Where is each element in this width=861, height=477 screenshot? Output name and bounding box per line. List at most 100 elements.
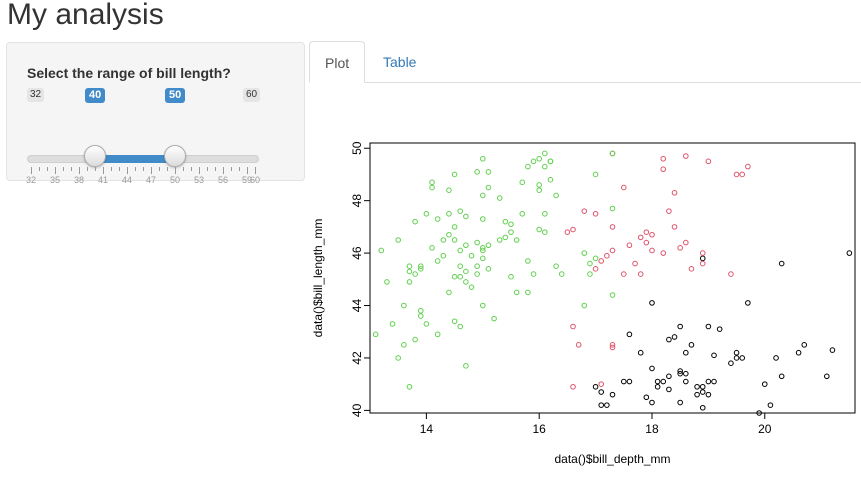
slider-to-handle[interactable]	[164, 145, 186, 167]
data-point	[434, 258, 441, 264]
y-tick-label: 40	[350, 403, 364, 417]
slider-grid-tick	[175, 167, 176, 174]
data-point	[558, 271, 565, 277]
data-point	[485, 266, 492, 272]
data-point	[491, 315, 497, 322]
data-point	[677, 368, 683, 374]
slider-grid-label: 35	[49, 175, 61, 185]
slider-to-label: 50	[165, 88, 186, 103]
data-point	[530, 271, 537, 277]
data-point	[592, 266, 599, 272]
data-point	[508, 221, 514, 228]
slider-grid-tick	[55, 167, 56, 174]
data-point	[767, 402, 774, 408]
data-point	[479, 247, 486, 254]
slider-selected-range[interactable]	[95, 155, 175, 163]
data-point	[463, 363, 469, 369]
data-point	[637, 234, 644, 241]
data-point	[683, 349, 689, 356]
data-point	[530, 158, 537, 165]
slider-grid-label: 41	[97, 175, 109, 185]
data-point	[609, 292, 616, 298]
data-point	[474, 271, 480, 277]
data-point	[384, 279, 390, 285]
data-point	[401, 302, 407, 309]
data-point	[733, 355, 740, 361]
data-point	[575, 342, 582, 348]
data-point	[542, 150, 548, 157]
data-point	[372, 331, 379, 338]
data-point	[711, 352, 717, 359]
slider-from-label: 40	[85, 88, 106, 103]
data-point	[699, 255, 706, 262]
data-point	[609, 224, 616, 230]
slider-grid-tick	[71, 167, 72, 171]
data-point	[620, 378, 627, 385]
data-point	[553, 263, 559, 270]
slider-grid-tick	[191, 167, 192, 171]
data-point	[699, 404, 706, 411]
data-point	[739, 171, 746, 178]
data-point	[423, 321, 430, 327]
data-point	[463, 268, 469, 275]
data-point	[592, 210, 599, 217]
y-tick-label: 42	[350, 351, 364, 365]
data-point	[705, 158, 712, 165]
data-point	[598, 389, 605, 395]
data-point	[378, 247, 385, 254]
data-point	[536, 155, 542, 162]
data-point	[598, 402, 605, 408]
data-point	[728, 271, 734, 277]
data-point	[604, 252, 610, 259]
data-point	[451, 237, 458, 243]
slider-grid-tick	[119, 167, 120, 171]
data-point	[429, 184, 435, 191]
data-point	[705, 391, 712, 398]
data-point	[417, 266, 424, 272]
data-point	[592, 255, 599, 262]
data-point	[446, 289, 452, 296]
data-point	[677, 323, 683, 330]
slider-min-label: 32	[27, 88, 45, 102]
data-point	[660, 155, 667, 162]
data-point	[564, 229, 571, 235]
data-point	[626, 378, 633, 385]
slider-grid-label: 47	[145, 175, 157, 185]
slider-grid-tick	[183, 167, 184, 171]
data-point	[733, 349, 740, 356]
data-point	[457, 323, 464, 330]
data-point	[479, 192, 486, 199]
tab-plot[interactable]: Plot	[309, 41, 366, 83]
data-point	[683, 239, 689, 246]
data-point	[666, 386, 672, 393]
data-point	[649, 300, 655, 306]
slider-grid-tick	[63, 167, 64, 171]
data-point	[745, 163, 751, 170]
data-point	[649, 231, 655, 238]
data-point	[654, 383, 661, 390]
slider-grid-tick	[111, 167, 112, 171]
slider-grid-tick	[159, 167, 160, 171]
tab-table[interactable]: Table	[383, 54, 417, 70]
slider-from-handle[interactable]	[84, 145, 106, 167]
data-point	[649, 247, 655, 254]
data-point	[643, 394, 650, 401]
data-point	[525, 163, 531, 170]
data-point	[547, 158, 554, 165]
slider-grid-tick	[39, 167, 40, 171]
data-point	[423, 210, 430, 217]
data-point	[581, 302, 588, 309]
data-point	[542, 163, 548, 170]
data-point	[587, 260, 593, 267]
data-point	[671, 190, 678, 196]
data-point	[508, 229, 514, 235]
data-point	[485, 169, 492, 175]
data-point	[609, 247, 616, 254]
data-point	[666, 336, 672, 343]
data-point	[508, 273, 514, 280]
data-point	[536, 226, 542, 233]
data-point	[795, 349, 802, 356]
data-point	[485, 184, 492, 191]
data-point	[496, 195, 503, 201]
data-point	[468, 284, 475, 290]
